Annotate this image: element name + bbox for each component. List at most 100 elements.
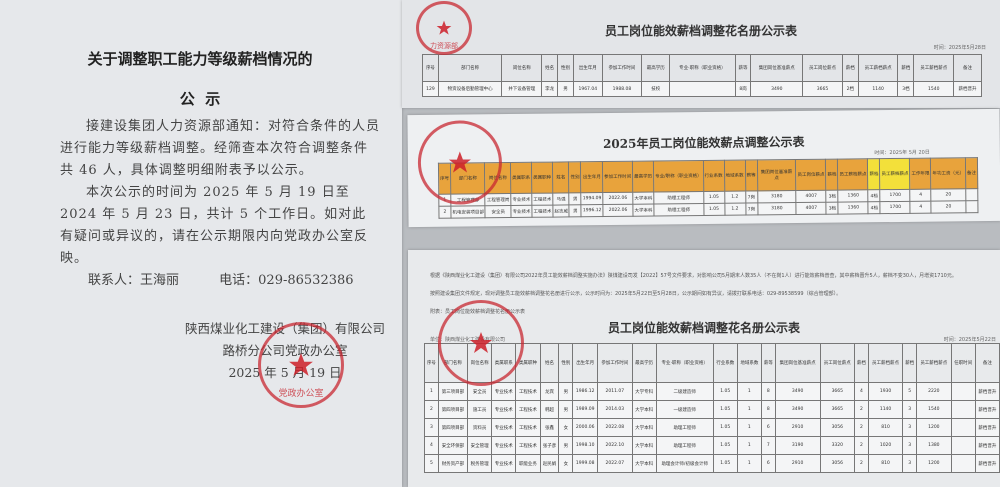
table-cell: 1.05 — [712, 418, 738, 437]
table-cell: 1360 — [838, 189, 869, 203]
column-header: 最高学历 — [632, 161, 654, 193]
column-header: 员工岗位薪点 — [795, 159, 827, 191]
table-cell: 1360 — [838, 201, 869, 215]
column-header: 序号 — [424, 343, 439, 383]
column-header: 薪档 — [825, 159, 839, 191]
roster-sheet-bottom: 根据《陕西煤业化工建设（集团）有限公司2022年员工能效薪档调整实施办法》陕煤建… — [408, 250, 1000, 487]
table-cell: 7岗 — [745, 190, 758, 204]
table-cell: 2014.03 — [597, 400, 633, 419]
table-cell: 1.05 — [703, 203, 725, 216]
table-cell: 1.2 — [724, 191, 746, 204]
table-cell: 4007 — [796, 202, 827, 215]
table-cell: 4档 — [868, 201, 881, 214]
table-cell: 1994.09 — [581, 192, 603, 205]
table-cell: 第四项目部 — [437, 418, 469, 437]
column-header: 员工岗位薪点 — [819, 343, 856, 383]
table-cell: 1200 — [916, 418, 952, 437]
table-cell: 专业技术 — [491, 400, 517, 419]
table-cell — [950, 436, 976, 455]
column-header: 参加工作时间 — [601, 54, 643, 82]
official-seal: 党政办公室 — [258, 322, 344, 408]
notice-title: 关于调整职工能力等级薪档情况的 — [87, 50, 313, 68]
table-cell: 2档 — [841, 81, 859, 97]
table-cell: 1999.08 — [572, 454, 599, 473]
column-header: 岗位名称 — [501, 54, 543, 82]
table-cell: 3490 — [750, 81, 804, 97]
table-cell — [669, 81, 736, 97]
table-cell: 1.2 — [724, 203, 746, 216]
column-header: 类属职种 — [515, 343, 541, 383]
table-cell: 安全员 — [485, 205, 511, 218]
table-cell: 3档 — [826, 202, 839, 215]
table-cell: 一级建造师 — [655, 400, 714, 419]
notice-sheet: 关于调整职工能力等级薪档情况的 公 示 接建设集团人力资源部通知：对符合条件的人… — [0, 0, 402, 487]
table-cell: 薪档晋升 — [974, 400, 1000, 419]
column-header: 最高学历 — [631, 343, 657, 383]
table-cell — [965, 188, 978, 201]
column-header: 集团岗位基准薪点 — [750, 54, 804, 82]
column-header: 专业·职称（职业资格） — [655, 343, 714, 383]
table-cell: 1200 — [916, 454, 952, 473]
table-cell: 工程技术 — [515, 418, 541, 437]
table-cell: 赵民娟 — [539, 454, 560, 473]
column-header: 参加工作时间 — [602, 161, 633, 193]
table-cell: 1.05 — [703, 191, 725, 204]
table-cell: 助理工程师 — [653, 203, 704, 217]
table-row: 1 第三项目部 安全员 专业技术 工程技术 龙宾男 1986.12 2011.07 大学专科 二级… — [424, 382, 1000, 401]
table-cell: 1988.08 — [601, 81, 643, 97]
column-header: 任职时间 — [950, 343, 976, 383]
table-cell: 龙宾 — [539, 382, 560, 401]
table-cell: 1930 — [867, 382, 904, 401]
table-cell: 8岗 — [734, 81, 752, 97]
column-header: 薪档 — [897, 54, 915, 82]
table-cell: 3 — [902, 418, 918, 437]
table-cell: 7 — [760, 436, 776, 455]
column-header: 薪等 — [760, 343, 776, 383]
table-cell: 810 — [867, 454, 904, 473]
table-cell: 6 — [760, 418, 776, 437]
table-row: 4 安全环保部 安全管理 专业技术 工程技术 张子彦男 1998.10 2022.10 大学本科… — [424, 436, 1000, 455]
table-cell: 工程技术 — [531, 193, 553, 206]
table-cell: 安全员 — [467, 382, 493, 401]
table-cell: 1967.04 — [572, 81, 603, 97]
table-cell: 大学本科 — [632, 204, 655, 217]
table-cell: 1.05 — [712, 382, 738, 401]
column-header: 薪档 — [867, 158, 881, 190]
column-header: 性别 — [558, 343, 574, 383]
table-cell: 2022.07 — [597, 454, 633, 473]
notice-subtitle: 公 示 — [179, 90, 221, 108]
column-header: 员工薪档薪点 — [857, 54, 899, 82]
column-header: 行业系数 — [712, 343, 738, 383]
table-cell: 3665 — [819, 382, 856, 401]
table-cell: 男 — [558, 436, 574, 455]
table-cell: 3 — [902, 454, 918, 473]
table-cell: 工程管理岗 — [485, 193, 511, 206]
table-cell: 3 — [902, 436, 918, 455]
column-header: 行业系数 — [702, 160, 725, 192]
header-row: 序号 部门名称 岗位名称 姓名 性别 出生年月 参加工作时间 最高学历 专业·职称（职业资格）薪… — [422, 54, 982, 82]
table-cell: 专业技术 — [510, 193, 532, 206]
table-cell: 施工员 — [467, 400, 493, 419]
table-cell: 专业技术 — [491, 382, 517, 401]
column-header: 出生年月 — [572, 54, 603, 82]
table-row: 5 财务资产部 税务管理 专业技术 职能业务 赵民娟女 1999.08 2022.07 大学本科… — [424, 454, 1000, 473]
table-cell: 资料员 — [467, 418, 493, 437]
table-cell: 专业技术 — [491, 436, 517, 455]
notice-paragraph-1: 接建设集团人力资源部通知：对符合条件的人员进行能力等级薪档调整。经筛查本次符合调… — [60, 119, 381, 178]
table-cell — [950, 418, 976, 437]
table-cell: 2 — [438, 206, 451, 219]
column-header: 出生年月 — [572, 343, 599, 383]
table-cell — [965, 200, 978, 213]
table-cell: 工程技术 — [515, 436, 541, 455]
table-cell — [950, 400, 976, 419]
table-cell: 薪档晋升 — [974, 436, 1000, 455]
table-cell: 机电安装项目部 — [450, 205, 486, 219]
table-cell: 物资设备后勤管理中心 — [437, 81, 503, 97]
table-cell: 专业技术 — [491, 454, 517, 473]
table-cell: 男 — [569, 204, 582, 217]
column-header: 类属职种 — [531, 162, 553, 194]
table-cell: 助理工程师 — [655, 436, 714, 455]
table-cell: 1 — [736, 436, 762, 455]
table-cell: 5 — [424, 454, 439, 473]
table-cell: 2910 — [774, 418, 821, 437]
